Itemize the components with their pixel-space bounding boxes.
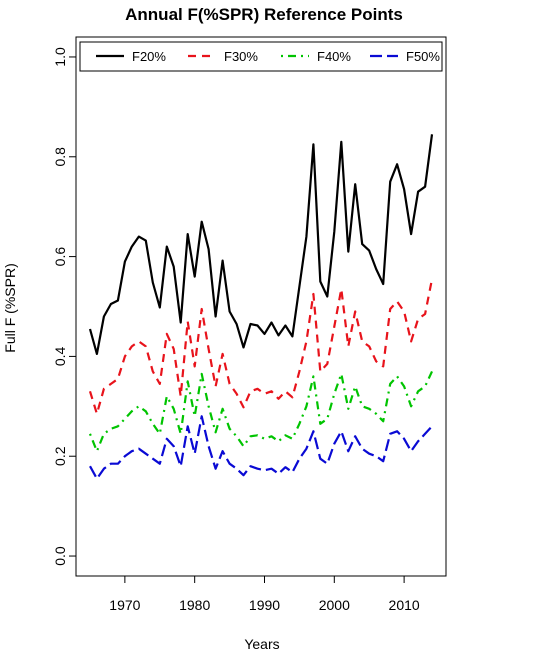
chart-title: Annual F(%SPR) Reference Points [125, 5, 403, 24]
x-tick-label: 1970 [109, 597, 140, 613]
legend: F20% F30% F40% F50% [79, 41, 443, 72]
series-line-f30pct [88, 278, 434, 415]
series-line-f40pct [88, 370, 433, 453]
legend-label: F40% [317, 49, 351, 64]
x-axis-label: Years [244, 636, 279, 652]
series-line-f20pct [88, 134, 434, 355]
x-tick-label: 2000 [319, 597, 350, 613]
x-tick-label: 2010 [389, 597, 420, 613]
series-group [88, 134, 434, 480]
legend-label: F30% [224, 49, 258, 64]
x-tick-label: 1980 [179, 597, 210, 613]
legend-label: F50% [406, 49, 440, 64]
y-tick-label: 0.4 [52, 346, 68, 366]
series-line-f50pct [89, 415, 433, 480]
y-axis-label: Full F (%SPR) [2, 263, 18, 352]
y-tick-label: 1.0 [52, 47, 68, 67]
y-tick-label: 0.0 [52, 546, 68, 566]
y-tick-label: 0.2 [52, 446, 68, 466]
x-axis: 1970 1980 1990 2000 2010 [109, 576, 420, 613]
plot-frame [75, 36, 447, 577]
y-tick-label: 0.6 [52, 247, 68, 267]
y-tick-label: 0.8 [52, 147, 68, 167]
x-tick-label: 1990 [249, 597, 280, 613]
legend-label: F20% [132, 49, 166, 64]
y-axis: 0.0 0.2 0.4 0.6 0.8 1.0 [52, 47, 76, 566]
